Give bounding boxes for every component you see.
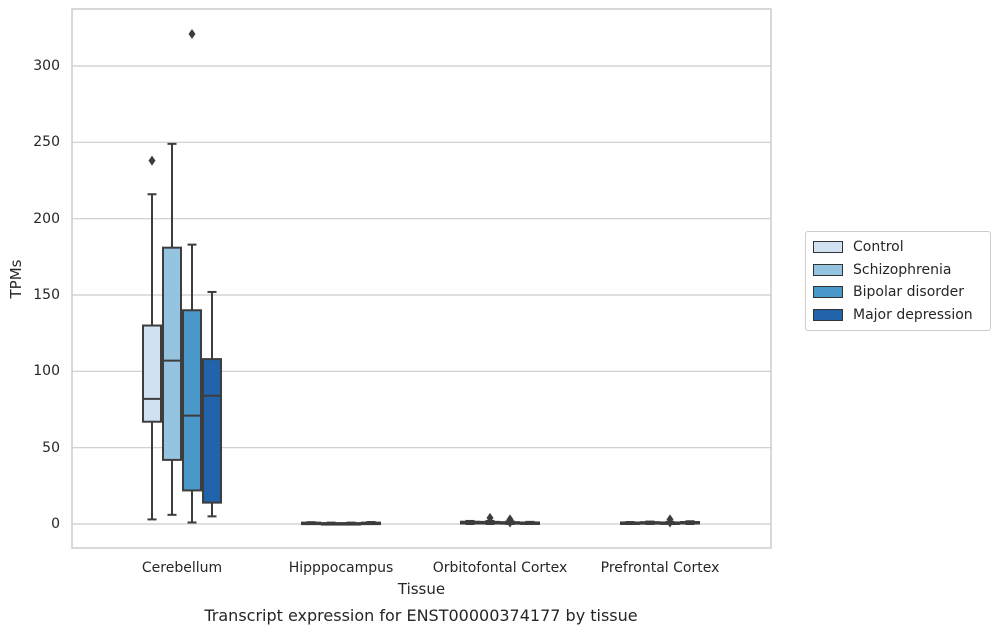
box-major-depression: [361, 521, 381, 526]
legend-item: Control: [813, 236, 990, 259]
outlier-point: [148, 155, 156, 166]
x-tick-label: Cerebellum: [141, 560, 223, 576]
y-tick-label: 150: [33, 287, 60, 303]
box-major-depression: [520, 520, 540, 525]
box-bipolar-disorder: [500, 514, 520, 528]
x-tick-label: Orbitofontal Cortex: [432, 560, 568, 576]
legend-swatch: [813, 286, 843, 299]
box-schizophrenia: [162, 142, 182, 516]
legend-label: Schizophrenia: [853, 261, 952, 278]
legend-label: Bipolar disorder: [853, 284, 965, 301]
y-tick-label: 200: [33, 210, 60, 227]
chart-caption: Transcript expression for ENST0000037417…: [204, 606, 638, 625]
box-schizophrenia: [640, 520, 660, 525]
y-tick-label: 300: [33, 58, 60, 74]
outlier-point: [188, 28, 196, 39]
box-schizophrenia: [321, 521, 341, 526]
box-iqr: [162, 246, 182, 461]
box-control: [301, 521, 321, 526]
legend-item: Bipolar disorder: [813, 281, 990, 304]
box-schizophrenia: [480, 512, 500, 525]
box-iqr: [182, 309, 202, 492]
legend-item: Schizophrenia: [813, 259, 990, 282]
box-iqr: [202, 358, 222, 504]
y-tick-label: 250: [33, 134, 60, 151]
legend: Control Schizophrenia Bipolar disorder Majo…: [805, 231, 991, 331]
x-axis-label: Tissue: [397, 580, 446, 598]
legend-item: Major depression: [813, 304, 990, 327]
box-control: [460, 519, 480, 525]
box-control: [620, 521, 640, 525]
outlier-point: [666, 517, 674, 528]
y-tick-label: 0: [51, 516, 60, 532]
outlier-point: [486, 512, 494, 523]
legend-swatch: [813, 263, 843, 276]
box-bipolar-disorder: [182, 28, 202, 524]
outlier-point: [506, 517, 514, 528]
legend-label: Control: [853, 239, 904, 256]
x-tick-label: Hipppocampus: [288, 560, 394, 576]
legend-swatch: [813, 308, 843, 321]
y-tick-label: 100: [33, 363, 60, 380]
box-major-depression: [202, 290, 222, 518]
box-bipolar-disorder: [660, 514, 680, 528]
box-iqr: [142, 324, 162, 423]
box-control: [142, 155, 162, 521]
legend-label: Major depression: [853, 306, 973, 323]
legend-swatch: [813, 241, 843, 254]
box-bipolar-disorder: [341, 521, 361, 526]
box-major-depression: [680, 520, 700, 525]
box-series: [142, 28, 700, 528]
plot-frame: [71, 8, 772, 549]
x-tick-label: Prefrontal Cortex: [600, 560, 720, 576]
y-tick-label: 50: [42, 439, 60, 456]
